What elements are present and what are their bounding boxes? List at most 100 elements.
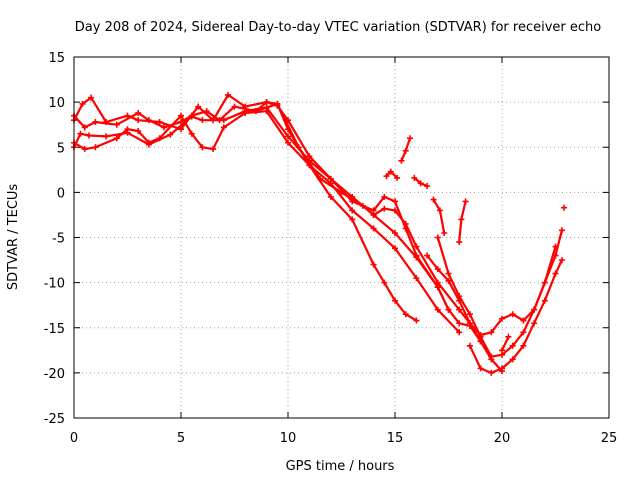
data-point (558, 257, 565, 264)
data-point (499, 365, 505, 372)
scatter-cluster (456, 198, 469, 246)
data-point (188, 130, 195, 137)
y-tick-label: -5 (52, 232, 65, 247)
data-point (392, 229, 398, 236)
data-point (411, 174, 418, 181)
data-point (477, 365, 484, 372)
data-point (274, 102, 281, 109)
data-point (509, 356, 516, 363)
series-line (72, 110, 461, 334)
y-tick-label: -15 (44, 322, 65, 337)
data-point (430, 196, 437, 203)
data-point (436, 207, 443, 214)
x-tick-label: 20 (494, 431, 511, 446)
data-point (499, 347, 505, 354)
y-tick-label: -10 (44, 277, 65, 292)
data-point (424, 183, 431, 190)
data-point (552, 270, 559, 277)
data-point (285, 133, 291, 140)
data-point (466, 342, 473, 349)
data-point (531, 320, 538, 327)
y-tick-label: -20 (44, 367, 65, 382)
data-point (383, 173, 390, 180)
data-point (456, 297, 463, 304)
cluster-line (385, 170, 399, 179)
data-point (178, 112, 184, 119)
data-point (381, 193, 388, 200)
data-point (370, 225, 377, 232)
data-point (306, 153, 313, 160)
data-point (466, 320, 473, 327)
data-point (92, 144, 99, 151)
data-point (434, 234, 441, 241)
data-point (370, 261, 377, 268)
data-point (349, 216, 356, 223)
data-point (413, 252, 420, 259)
chart-title: Day 208 of 2024, Sidereal Day-to-day VTE… (75, 20, 602, 35)
scatter-cluster (398, 135, 413, 164)
data-point (392, 198, 398, 205)
data-point (552, 243, 559, 250)
data-point (520, 317, 527, 324)
data-point (456, 329, 463, 336)
x-tick-labels: 0 5 10 15 20 25 (70, 431, 617, 446)
data-point (199, 117, 206, 124)
data-point (509, 311, 516, 318)
data-point (387, 168, 394, 175)
cluster-line (458, 200, 467, 244)
y-tick-labels: -25 -20 -15 -10 -5 0 5 10 15 (44, 51, 65, 427)
data-point (434, 306, 441, 313)
data-point (392, 297, 398, 304)
data-point (252, 108, 259, 115)
scatter-cluster (499, 333, 512, 354)
scatter-cluster (411, 174, 431, 190)
data-point (285, 139, 291, 146)
data-point (413, 243, 420, 250)
data-point (413, 275, 420, 282)
data-point (220, 124, 227, 131)
plot-frame (73, 56, 610, 419)
y-axis-label: SDTVAR / TECUs (6, 184, 21, 291)
data-point (445, 306, 452, 313)
cluster-line (500, 335, 510, 352)
data-point (135, 117, 142, 124)
series-line (72, 102, 418, 322)
data-point (398, 157, 405, 164)
series-line (426, 245, 557, 337)
series-line (72, 106, 450, 311)
data-point (477, 331, 484, 338)
data-point (199, 144, 206, 151)
series-arc-7 (466, 257, 565, 376)
data-point (445, 270, 452, 277)
data-point (434, 266, 441, 273)
data-point (456, 306, 463, 313)
data-point (520, 342, 527, 349)
data-point (77, 130, 84, 137)
data-point (392, 245, 398, 252)
data-point (145, 139, 152, 146)
data-point (210, 146, 217, 153)
y-tick-label: 5 (57, 141, 65, 156)
cluster-line (432, 198, 446, 235)
data-point (520, 329, 527, 336)
data-point (156, 135, 163, 142)
data-point (327, 175, 334, 182)
data-point (167, 131, 174, 138)
data-point (424, 252, 431, 259)
data-point (349, 207, 356, 214)
x-axis-label: GPS time / hours (286, 459, 395, 474)
x-tick-label: 10 (280, 431, 297, 446)
data-point (406, 135, 413, 142)
data-point (488, 369, 495, 376)
data-series (71, 91, 568, 376)
series-arc-8 (424, 243, 559, 338)
x-tick-label: 15 (387, 431, 404, 446)
data-point (505, 333, 512, 340)
data-point (160, 124, 167, 131)
x-tick-label: 25 (601, 431, 618, 446)
scatter-cluster (383, 168, 401, 181)
data-point (113, 121, 120, 128)
data-point (92, 118, 99, 125)
data-point (156, 118, 163, 125)
data-point (81, 124, 88, 131)
